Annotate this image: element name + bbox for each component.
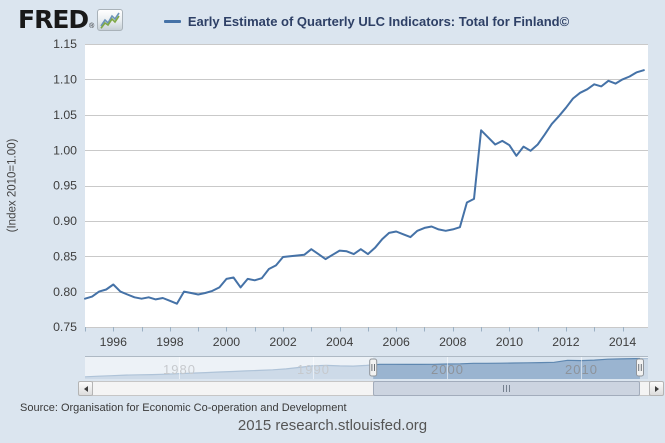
x-tick-label: 2000 <box>213 335 241 349</box>
x-tick-label: 2002 <box>269 335 297 349</box>
y-tick-label: 0.90 <box>53 214 77 228</box>
fred-logo-chart-icon <box>97 8 124 31</box>
x-tick-label: 2010 <box>496 335 524 349</box>
horizontal-scrollbar[interactable] <box>78 381 664 396</box>
series-color-dash-icon <box>163 20 181 23</box>
navigator-year-label: 2000 <box>431 362 464 377</box>
zoom-handle-left[interactable] <box>369 358 378 377</box>
y-tick-label: 0.85 <box>53 249 77 263</box>
y-tick-label: 1.10 <box>53 73 77 87</box>
gridlines <box>85 44 648 328</box>
y-tick-label: 1.15 <box>53 38 77 51</box>
site-branding: 2015 research.stlouisfed.org <box>237 417 428 434</box>
scrollbar-thumb[interactable] <box>373 381 640 396</box>
range-selector[interactable]: 1980199020002010 <box>84 356 648 379</box>
plot-area[interactable] <box>85 44 648 327</box>
y-tick-label: 0.95 <box>53 179 77 193</box>
zoom-handle-right[interactable] <box>636 358 644 377</box>
x-tick-label: 1996 <box>100 335 128 349</box>
x-tick-label: 2012 <box>552 335 580 349</box>
scrollbar-right-arrow-button[interactable] <box>649 381 664 396</box>
main-chart[interactable]: 0.75 0.80 0.85 0.90 0.95 1.00 1.05 1.10 1.15 1996… <box>0 38 665 355</box>
x-tick-label: 2006 <box>383 335 411 349</box>
left-arrow-icon <box>83 385 88 392</box>
chart-header: FRED ® Early Estimate of Quarterly ULC I… <box>0 0 665 38</box>
x-axis-ticks <box>85 327 624 332</box>
x-tick-label: 2004 <box>326 335 354 349</box>
x-tick-label: 1998 <box>156 335 184 349</box>
y-axis-tick-labels: 0.75 0.80 0.85 0.90 0.95 1.00 1.05 1.10 1.15 <box>53 38 77 334</box>
x-tick-label: 2008 <box>439 335 467 349</box>
x-axis-tick-labels: 1996 1998 2000 2002 2004 2006 2008 2010 2012 2014 <box>100 335 637 349</box>
right-arrow-icon <box>654 385 659 392</box>
x-tick-label: 2014 <box>609 335 637 349</box>
chart-legend: Early Estimate of Quarterly ULC Indicato… <box>85 10 648 29</box>
navigator-year-label: 2010 <box>565 362 598 377</box>
fred-logo-text: FRED <box>18 5 89 34</box>
scrollbar-left-arrow-button[interactable] <box>78 381 93 396</box>
y-tick-label: 0.75 <box>53 320 77 334</box>
series-line <box>84 69 645 305</box>
registered-trademark-icon: ® <box>89 23 95 30</box>
y-tick-label: 1.00 <box>53 143 77 157</box>
grip-icon <box>503 385 510 392</box>
fred-logo[interactable]: FRED ® <box>18 5 124 34</box>
y-tick-label: 0.80 <box>53 285 77 299</box>
series-title: Early Estimate of Quarterly ULC Indicato… <box>187 14 570 29</box>
navigator-unselected-mask-left <box>85 357 374 379</box>
source-note: Source: Organisation for Economic Co-ope… <box>20 402 347 414</box>
y-tick-label: 1.05 <box>53 108 77 122</box>
